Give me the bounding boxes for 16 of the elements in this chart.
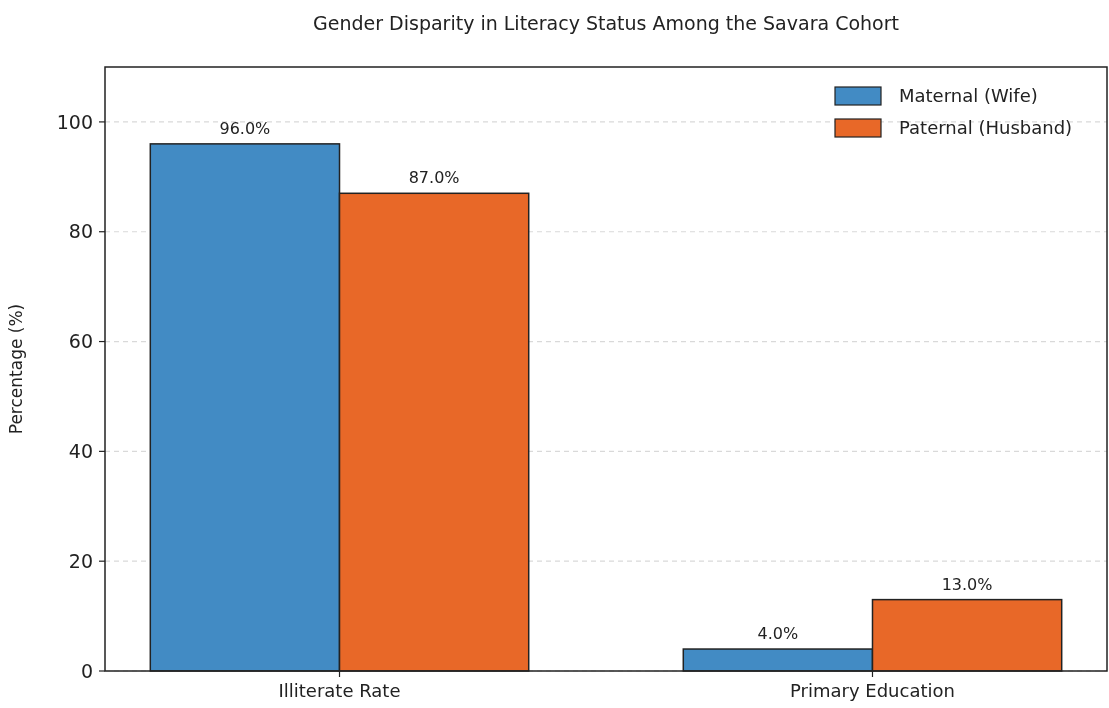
chart-title: Gender Disparity in Literacy Status Among the Savara Cohort xyxy=(313,12,899,34)
y-tick-label: 20 xyxy=(68,549,93,572)
data-label: 96.0% xyxy=(219,118,271,138)
data-label: 13.0% xyxy=(941,574,993,594)
y-tick-label: 100 xyxy=(56,110,93,133)
data-label: 87.0% xyxy=(408,168,460,188)
x-tick-label: Illiterate Rate xyxy=(278,680,401,701)
legend-label: Maternal (Wife) xyxy=(899,85,1038,107)
legend-label: Paternal (Husband) xyxy=(899,117,1073,139)
y-axis-title: Percentage (%) xyxy=(6,303,26,435)
y-tick-label: 0 xyxy=(80,659,93,682)
y-tick-label: 80 xyxy=(68,220,93,243)
y-tick-label: 60 xyxy=(68,330,93,353)
data-label: 4.0% xyxy=(757,624,799,644)
y-tick-label: 40 xyxy=(68,440,93,463)
x-tick-label: Primary Education xyxy=(790,680,955,701)
